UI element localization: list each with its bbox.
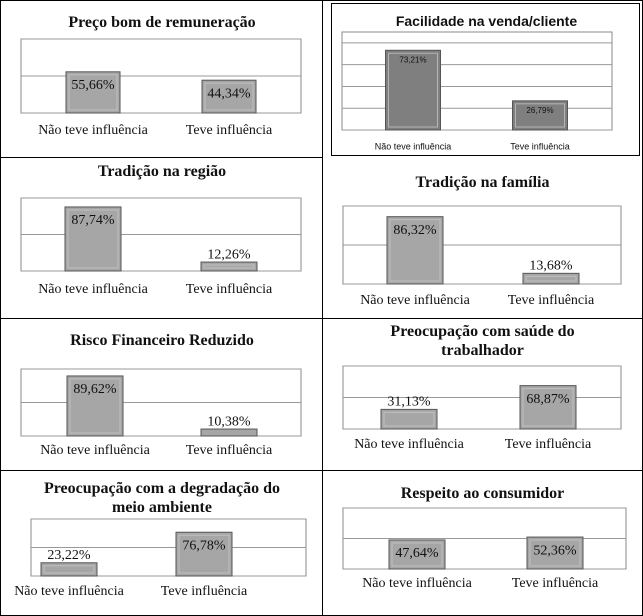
x-tick-label: Teve influência: [505, 437, 592, 452]
x-tick-label: Teve influência: [186, 443, 273, 458]
chart-title: Facilidade na venda/cliente: [395, 13, 578, 29]
value-label: 26,79%: [526, 106, 553, 115]
value-label: 87,74%: [71, 213, 115, 228]
value-label: 76,78%: [182, 538, 226, 553]
chart-title: Tradição na família: [415, 174, 550, 191]
x-tick-label: Teve influência: [512, 576, 599, 591]
chart-panel: 87,74% Não teve influência 12,26% Teve infl…: [1, 158, 323, 319]
bar-bevel: [383, 411, 435, 427]
chart-title: Risco Financeiro Reduzido: [70, 332, 254, 349]
bar-bevel: [178, 534, 230, 574]
chart-panel: 31,13% Não teve influência 68,87% Teve infl…: [323, 319, 642, 471]
chart-panel: 23,22% Não teve influência 76,78% Teve infl…: [1, 471, 323, 615]
chart: 73,21% Não teve influência 26,79% Teve infl…: [341, 31, 613, 151]
bar-bevel: [522, 388, 574, 427]
bar-bevel: [69, 378, 121, 434]
bar: [385, 49, 441, 131]
x-tick-label: Não teve influência: [354, 437, 464, 452]
bar: [175, 531, 233, 577]
x-tick-label: Teve influência: [510, 141, 570, 151]
bar: [201, 79, 257, 114]
bar: [64, 206, 122, 272]
chart-title: Preocupação com a degradação do meio amb…: [43, 480, 281, 516]
value-label: 89,62%: [73, 382, 117, 397]
chart: 89,62% Não teve influência 10,38% Teve infl…: [20, 368, 302, 458]
bar-bevel: [68, 74, 118, 111]
bar-bevel: [67, 209, 119, 269]
x-tick-label: Teve influência: [186, 123, 273, 138]
chart-panel: 47,64% Não teve influência 52,36% Teve infl…: [323, 471, 642, 615]
bar: [526, 536, 584, 570]
x-tick-label: Não teve influência: [362, 576, 472, 591]
bar-bevel: [389, 219, 441, 282]
bar-bevel: [529, 539, 581, 567]
value-label: 52,36%: [533, 543, 577, 558]
bar: [200, 428, 258, 437]
value-label: 47,64%: [395, 546, 439, 561]
bar: [386, 216, 444, 285]
bar: [40, 562, 98, 577]
x-tick-label: Não teve influência: [38, 282, 148, 297]
value-label: 31,13%: [387, 395, 431, 410]
chart: 86,32% Não teve influência 13,68% Teve infl…: [342, 205, 622, 308]
x-tick-label: Não teve influência: [40, 443, 150, 458]
bar-bevel: [43, 565, 95, 574]
x-tick-label: Teve influência: [508, 293, 595, 308]
chart-title: Tradição na região: [97, 163, 227, 180]
bar: [519, 385, 577, 430]
value-label: 73,21%: [399, 55, 426, 64]
value-label: 13,68%: [529, 259, 573, 274]
chart-panel: 73,21% Não teve influência 26,79% Teve infl…: [331, 3, 640, 156]
chart-panel: 55,66% Não teve influência 44,34% Teve infl…: [1, 1, 323, 158]
bar: [388, 539, 446, 570]
x-tick-label: Não teve influência: [375, 141, 452, 151]
bar-bevel: [515, 103, 565, 128]
bar: [65, 71, 121, 114]
bar-bevel: [388, 52, 438, 128]
bar: [380, 408, 438, 430]
chart: 55,66% Não teve influência 44,34% Teve infl…: [20, 38, 302, 138]
chart: 87,74% Não teve influência 12,26% Teve infl…: [20, 197, 302, 297]
bar: [66, 375, 124, 437]
value-label: 10,38%: [207, 414, 251, 429]
chart-panel: 89,62% Não teve influência 10,38% Teve infl…: [1, 319, 323, 471]
chart-panel: 86,32% Não teve influência 13,68% Teve infl…: [323, 158, 642, 319]
bar-bevel: [204, 82, 254, 111]
bar: [200, 261, 258, 272]
plot-frame: [341, 31, 613, 131]
value-label: 55,66%: [71, 78, 115, 93]
x-tick-label: Teve influência: [161, 584, 248, 599]
bar-bevel: [391, 542, 443, 567]
x-tick-label: Não teve influência: [360, 293, 470, 308]
chart-title: Preocupação com saúde do trabalhador: [390, 323, 575, 359]
value-label: 86,32%: [393, 223, 437, 238]
chart: 23,22% Não teve influência 76,78% Teve infl…: [14, 518, 307, 599]
chart: 31,13% Não teve influência 68,87% Teve infl…: [342, 365, 622, 452]
value-label: 68,87%: [526, 392, 570, 407]
x-tick-label: Teve influência: [186, 282, 273, 297]
value-label: 23,22%: [47, 548, 91, 563]
x-tick-label: Não teve influência: [38, 123, 148, 138]
bar-bevel: [203, 264, 255, 269]
bar-bevel: [525, 275, 577, 282]
chart-title: Preço bom de remuneração: [68, 14, 256, 31]
bar: [522, 272, 580, 285]
chart-title: Respeito ao consumidor: [400, 485, 565, 502]
value-label: 12,26%: [207, 247, 251, 262]
bar: [512, 100, 568, 131]
value-label: 44,34%: [207, 86, 251, 101]
x-tick-label: Não teve influência: [14, 584, 124, 599]
chart: 47,64% Não teve influência 52,36% Teve infl…: [342, 507, 627, 591]
